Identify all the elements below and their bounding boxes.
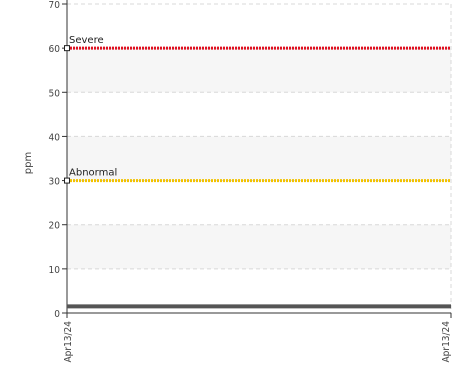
y-tick-label: 40 <box>49 132 61 143</box>
y-tick-label: 20 <box>49 221 61 232</box>
y-tick-label: 50 <box>49 88 61 99</box>
threshold-lines: Severe Abnormal <box>64 35 451 184</box>
y-tick-label: 70 <box>49 0 61 11</box>
y-tick-label: 30 <box>49 177 61 188</box>
threshold-marker <box>64 45 70 52</box>
y-tick-label: 10 <box>49 265 61 276</box>
background-band <box>67 224 451 269</box>
y-tick-label: 60 <box>49 44 61 55</box>
y-axis-title: ppm <box>23 152 34 174</box>
threshold-label: Severe <box>69 35 104 46</box>
background-bands <box>67 48 451 269</box>
background-band <box>67 48 451 93</box>
background-band <box>67 136 451 181</box>
x-tick-labels: Apr13/24 Apr13/24 <box>63 321 452 363</box>
threshold-marker <box>64 177 70 184</box>
y-tick-label: 0 <box>54 309 60 320</box>
x-tick-label: Apr13/24 <box>63 321 74 363</box>
threshold-label: Abnormal <box>69 168 117 179</box>
y-tick-labels: 0 10 20 30 40 50 60 70 <box>49 0 61 320</box>
x-tick-label: Apr13/24 <box>441 321 452 363</box>
